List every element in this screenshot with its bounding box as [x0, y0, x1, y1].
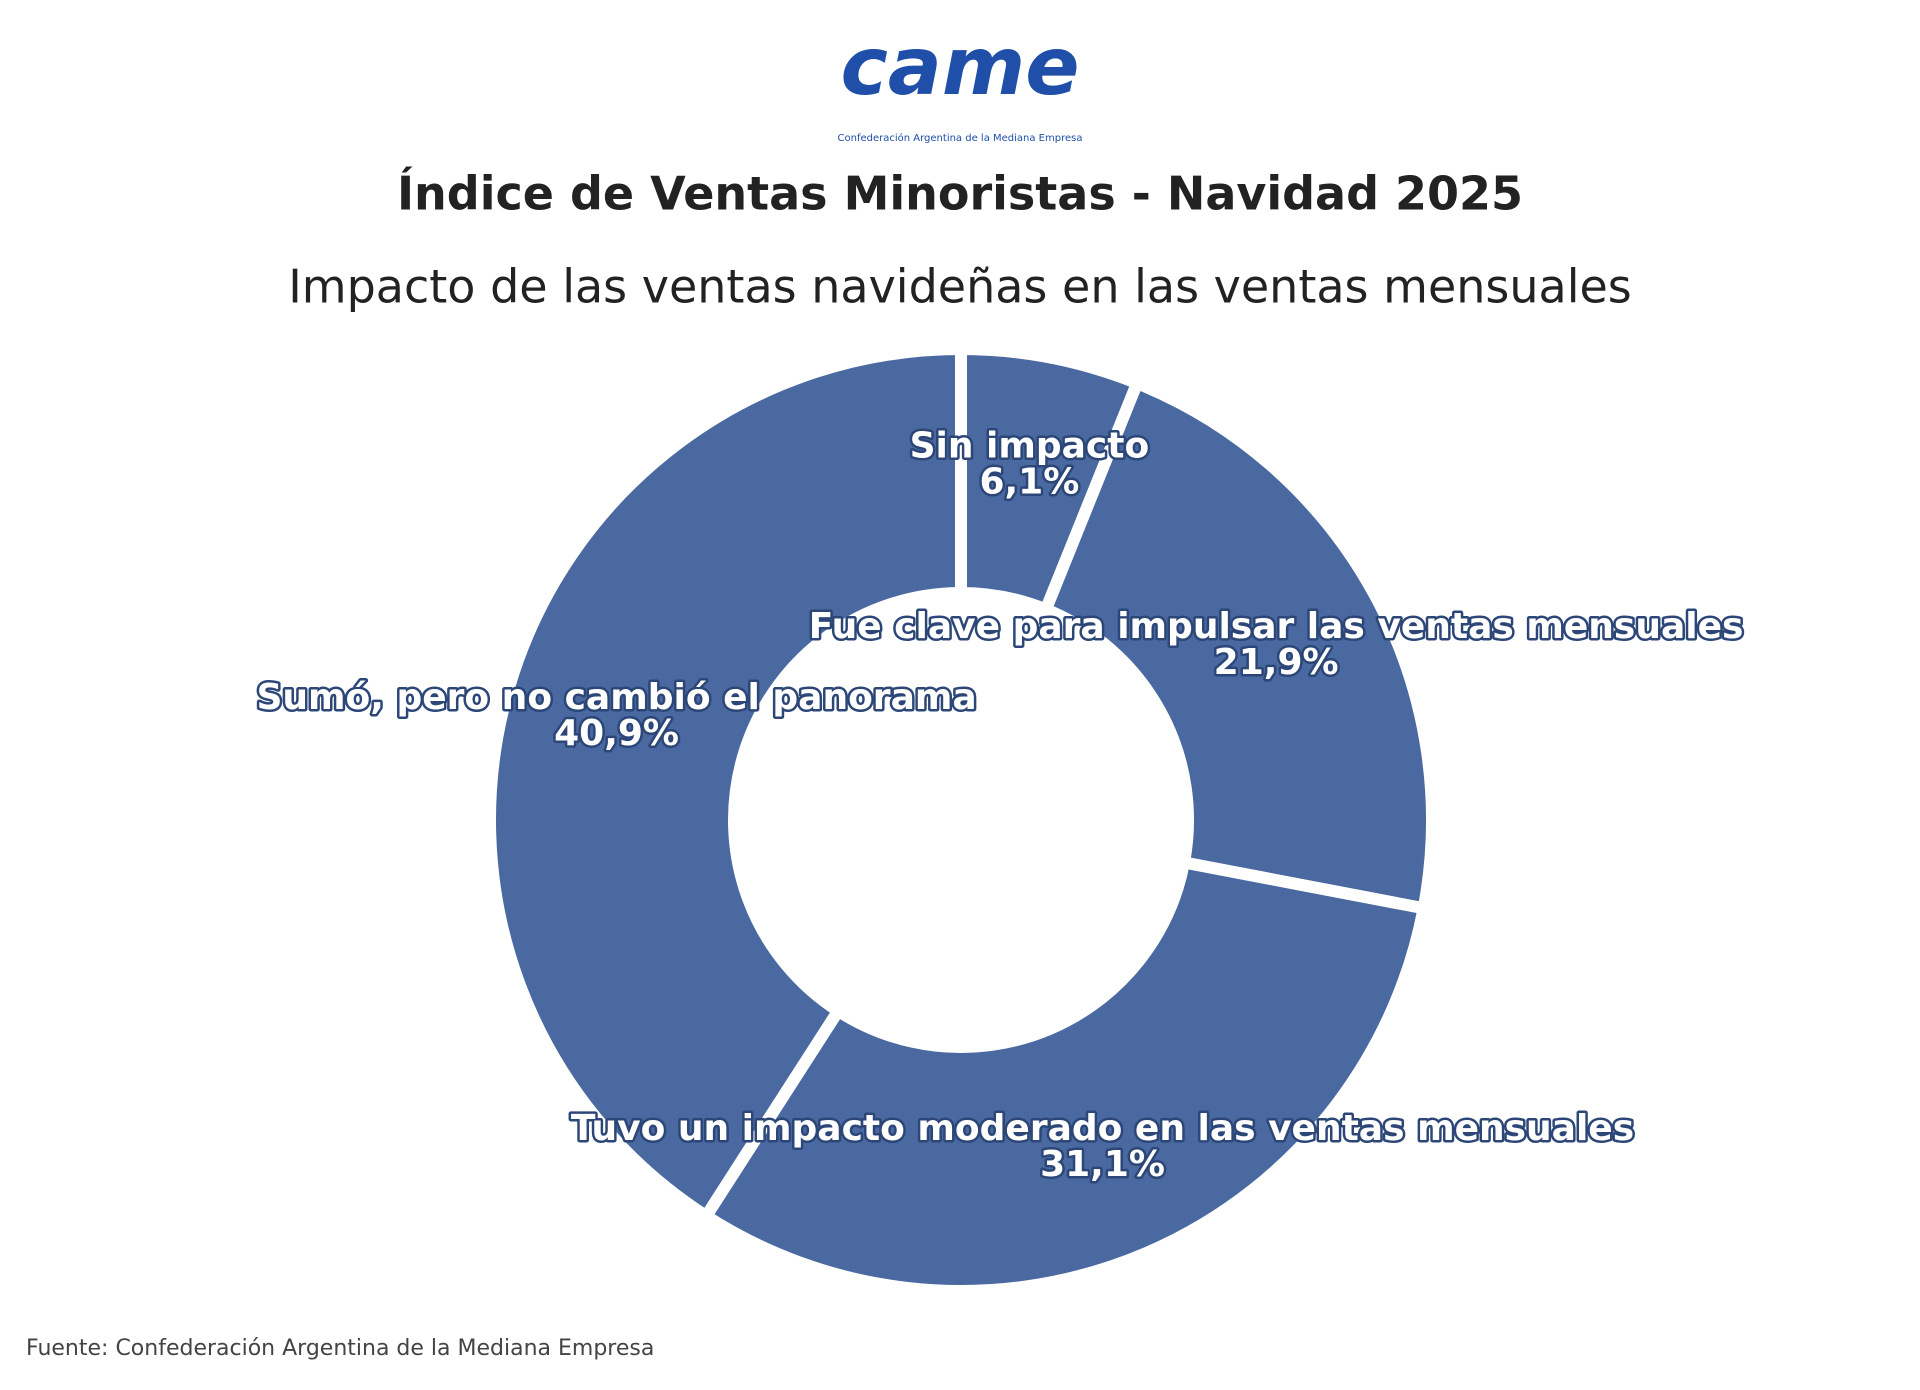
source: Fuente: Confederación Argentina de la Me… — [26, 1336, 654, 1361]
logo: came — [840, 20, 1079, 113]
value-label: 21,9% — [1214, 642, 1339, 683]
slice — [484, 343, 967, 1223]
chart-title: Índice de Ventas Minoristas - Navidad 20… — [397, 167, 1523, 221]
slice-label: Sin impacto — [910, 426, 1150, 467]
slice — [700, 856, 1430, 1297]
logo-caption: Confederación Argentina de la Mediana Em… — [838, 132, 1083, 144]
slice-label: Fue clave para impulsar las ventas mensu… — [809, 606, 1744, 647]
chart-subtitle: Impacto de las ventas navideñas en las v… — [288, 260, 1632, 314]
slice-label: Sumó, pero no cambió el panorama — [256, 677, 976, 718]
slice-label: Tuvo un impacto moderado en las ventas m… — [571, 1108, 1634, 1149]
value-label: 6,1% — [979, 462, 1079, 503]
slice — [1039, 377, 1438, 915]
value-label: 31,1% — [1040, 1144, 1165, 1185]
donut — [484, 343, 1438, 1297]
value-label: 40,9% — [554, 713, 679, 754]
